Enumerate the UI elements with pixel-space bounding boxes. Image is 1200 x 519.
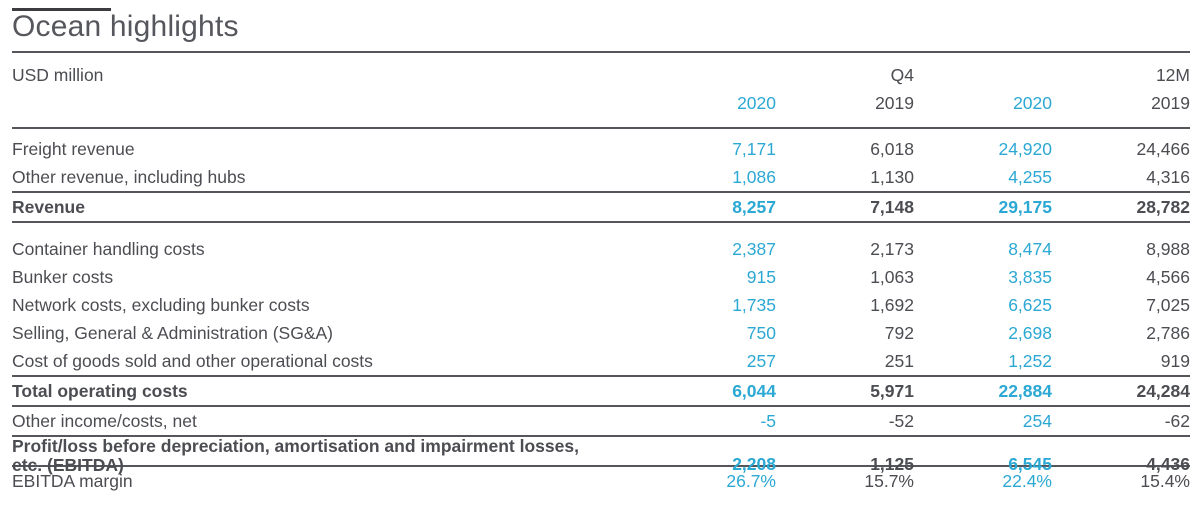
cell-q4-2019: 251 bbox=[884, 350, 914, 371]
cell-12m-2020: 1,252 bbox=[1008, 350, 1052, 371]
year-header-12m-2020: 2020 bbox=[1013, 92, 1052, 113]
table-row: Selling, General & Administration (SG&A)… bbox=[12, 319, 1190, 347]
cell-q4-2020: 257 bbox=[746, 350, 776, 371]
table-row: Revenue 8,257 7,148 29,175 28,782 bbox=[12, 191, 1190, 223]
period-header-q4: Q4 bbox=[890, 64, 914, 85]
cell-q4-2020: 7,171 bbox=[732, 138, 776, 159]
cell-q4-2020: 915 bbox=[746, 266, 776, 287]
table-row: Network costs, excluding bunker costs 1,… bbox=[12, 291, 1190, 319]
cell-q4-2020: 6,044 bbox=[732, 380, 776, 401]
row-label: Selling, General & Administration (SG&A) bbox=[12, 322, 333, 343]
cell-q4-2019: 5,971 bbox=[870, 380, 914, 401]
cell-q4-2019: 1,692 bbox=[870, 294, 914, 315]
table-row: Other income/costs, net -5 -52 254 -62 bbox=[12, 407, 1190, 437]
title-divider bbox=[12, 51, 1190, 53]
cell-12m-2019: 28,782 bbox=[1136, 196, 1190, 217]
cell-q4-2020: 2,208 bbox=[732, 454, 776, 474]
row-label: EBITDA margin bbox=[12, 470, 133, 491]
section-spacer bbox=[12, 223, 1190, 235]
cell-q4-2019: 1,125 bbox=[870, 454, 914, 474]
cell-12m-2019: 15.4% bbox=[1140, 470, 1190, 491]
cell-12m-2019: 7,025 bbox=[1146, 294, 1190, 315]
cell-12m-2020: 6,625 bbox=[1008, 294, 1052, 315]
table-row: Bunker costs 915 1,063 3,835 4,566 bbox=[12, 263, 1190, 291]
page-title: Ocean highlights bbox=[12, 10, 239, 43]
cell-q4-2020: 26.7% bbox=[726, 470, 776, 491]
cell-q4-2020: 2,387 bbox=[732, 238, 776, 259]
row-label: Other revenue, including hubs bbox=[12, 166, 246, 187]
cell-12m-2020: 6,545 bbox=[1008, 454, 1052, 474]
cell-12m-2019: 4,436 bbox=[1146, 454, 1190, 474]
table-row: Freight revenue 7,171 6,018 24,920 24,46… bbox=[12, 135, 1190, 163]
table-row: Profit/loss before depreciation, amortis… bbox=[12, 437, 1190, 475]
cell-12m-2020: 22,884 bbox=[998, 380, 1052, 401]
table-header-row-periods: USD million Q4 12M bbox=[12, 63, 1190, 87]
row-label: Network costs, excluding bunker costs bbox=[12, 294, 310, 315]
cell-12m-2019: 4,316 bbox=[1146, 166, 1190, 187]
year-header-12m-2019: 2019 bbox=[1151, 92, 1190, 113]
table-header: USD million Q4 12M 2020 2019 2020 2019 bbox=[12, 63, 1190, 129]
table-row: Container handling costs 2,387 2,173 8,4… bbox=[12, 235, 1190, 263]
cell-12m-2020: 22.4% bbox=[1002, 470, 1052, 491]
cell-q4-2020: 8,257 bbox=[732, 196, 776, 217]
cell-12m-2020: 254 bbox=[1022, 410, 1052, 431]
row-label: Other income/costs, net bbox=[12, 410, 197, 431]
cell-12m-2019: 2,786 bbox=[1146, 322, 1190, 343]
cell-12m-2020: 24,920 bbox=[998, 138, 1052, 159]
cell-q4-2019: -52 bbox=[888, 410, 914, 431]
cell-12m-2019: 4,566 bbox=[1146, 266, 1190, 287]
table-row: Other revenue, including hubs 1,086 1,13… bbox=[12, 163, 1190, 191]
row-label: Revenue bbox=[12, 196, 85, 217]
table-body: Freight revenue 7,171 6,018 24,920 24,46… bbox=[12, 129, 1190, 495]
cell-12m-2020: 8,474 bbox=[1008, 238, 1052, 259]
table-row: Total operating costs 6,044 5,971 22,884… bbox=[12, 375, 1190, 407]
cell-12m-2019: 919 bbox=[1160, 350, 1190, 371]
cell-q4-2019: 792 bbox=[884, 322, 914, 343]
table-header-row-years: 2020 2019 2020 2019 bbox=[12, 91, 1190, 115]
cell-q4-2019: 2,173 bbox=[870, 238, 914, 259]
row-label: Total operating costs bbox=[12, 380, 188, 401]
slide: Ocean highlights USD million Q4 12M 2020… bbox=[0, 8, 1200, 519]
row-label: Bunker costs bbox=[12, 266, 114, 287]
cell-12m-2019: -62 bbox=[1164, 410, 1190, 431]
cell-12m-2019: 8,988 bbox=[1146, 238, 1190, 259]
year-header-q4-2020: 2020 bbox=[737, 92, 776, 113]
cell-q4-2019: 1,130 bbox=[870, 166, 914, 187]
cell-12m-2020: 4,255 bbox=[1008, 166, 1052, 187]
cell-q4-2019: 15.7% bbox=[864, 470, 914, 491]
cell-12m-2019: 24,466 bbox=[1136, 138, 1190, 159]
cell-q4-2020: 750 bbox=[746, 322, 776, 343]
row-label: Cost of goods sold and other operational… bbox=[12, 350, 373, 371]
period-header-12m: 12M bbox=[1155, 64, 1190, 85]
year-header-q4-2019: 2019 bbox=[875, 92, 914, 113]
row-label: Freight revenue bbox=[12, 138, 135, 159]
cell-q4-2020: 1,086 bbox=[732, 166, 776, 187]
cell-12m-2020: 29,175 bbox=[998, 196, 1052, 217]
cell-q4-2019: 7,148 bbox=[870, 196, 914, 217]
cell-q4-2019: 6,018 bbox=[870, 138, 914, 159]
cell-12m-2020: 3,835 bbox=[1008, 266, 1052, 287]
cell-q4-2020: -5 bbox=[760, 410, 776, 431]
table-row: EBITDA margin 26.7% 15.7% 22.4% 15.4% bbox=[12, 467, 1190, 495]
cell-12m-2020: 2,698 bbox=[1008, 322, 1052, 343]
row-label: Profit/loss before depreciation, amortis… bbox=[12, 436, 579, 475]
top-edge-crop-mark bbox=[12, 8, 111, 11]
cell-q4-2020: 1,735 bbox=[732, 294, 776, 315]
table-row: Cost of goods sold and other operational… bbox=[12, 347, 1190, 375]
cell-q4-2019: 1,063 bbox=[870, 266, 914, 287]
row-label: Container handling costs bbox=[12, 238, 205, 259]
unit-label: USD million bbox=[12, 64, 104, 85]
cell-12m-2019: 24,284 bbox=[1136, 380, 1190, 401]
